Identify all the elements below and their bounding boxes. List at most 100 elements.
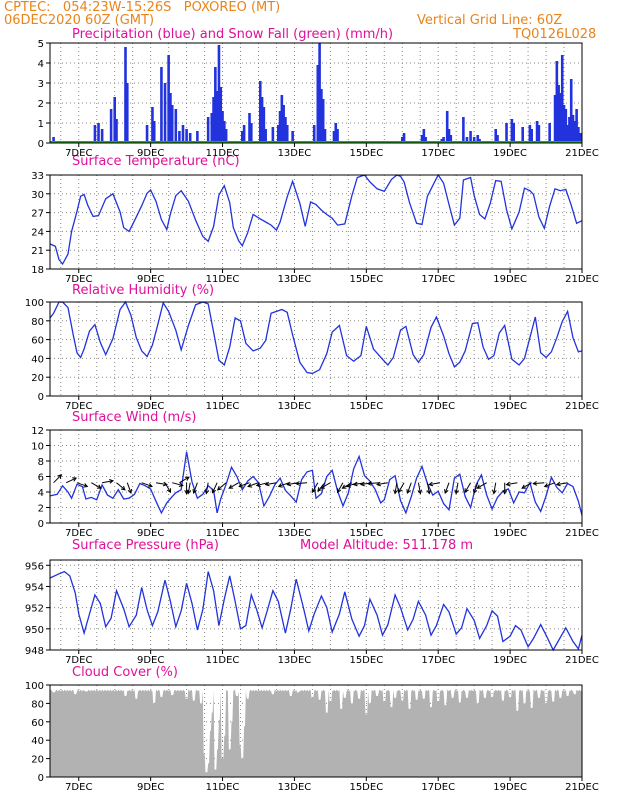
wind-arrow-head <box>204 489 210 495</box>
precip-bar <box>447 129 451 143</box>
wind-arrow <box>228 482 239 489</box>
x-tick-label: 19DEC <box>493 655 527 666</box>
x-tick-label: 15DEC <box>349 401 383 412</box>
wind-arrow <box>533 482 545 485</box>
precip-bar <box>196 131 199 143</box>
precip-bar <box>573 121 577 143</box>
y-tick-label: 4 <box>38 59 44 70</box>
wind-arrow-head <box>83 483 89 488</box>
series-line <box>49 300 583 375</box>
wind-arrow <box>417 482 421 494</box>
wind-arrow <box>76 482 88 487</box>
precip-bar <box>100 129 104 143</box>
wind-arrow <box>311 482 319 493</box>
wind-arrow-head <box>72 477 78 482</box>
precip-bar <box>52 137 55 143</box>
y-tick-label: 0 <box>38 519 44 530</box>
wind-arrow-head <box>426 489 432 495</box>
precip-bar <box>160 67 163 143</box>
x-tick-label: 17DEC <box>421 782 455 793</box>
precip-bar <box>284 117 287 143</box>
x-tick-label: 11DEC <box>206 148 240 159</box>
precip-bar <box>528 125 532 143</box>
y-tick-label: 40 <box>31 354 44 365</box>
wind-arrow-head <box>216 485 222 491</box>
wind-arrow-head <box>417 489 423 495</box>
series-line <box>49 173 583 266</box>
precip-bar <box>217 45 221 143</box>
x-tick-label: 7DEC <box>65 148 92 159</box>
pres-title: Surface Pressure (hPa) <box>72 538 219 553</box>
precip-bar <box>571 115 575 143</box>
precip-title: Precipitation (blue) and Snow Fall (gree… <box>72 27 394 42</box>
x-tick-label: 17DEC <box>421 528 455 539</box>
wind-arrow-head <box>555 481 561 487</box>
y-tick-label: 0 <box>38 139 44 150</box>
y-tick-label: 948 <box>25 646 44 657</box>
wind-arrow <box>398 482 405 493</box>
precip-bar <box>402 133 406 143</box>
wind-arrow-head <box>505 481 511 487</box>
wind-arrow-head <box>341 484 347 489</box>
y-tick-label: 80 <box>31 317 44 328</box>
precip-bar <box>336 129 339 143</box>
precip-bar <box>214 67 217 143</box>
y-tick-label: 2 <box>38 504 44 515</box>
y-tick-label: 80 <box>31 699 44 710</box>
wind-arrow-head <box>317 487 322 492</box>
y-tick-label: 100 <box>25 681 44 692</box>
wind-arrow-head <box>502 489 508 495</box>
wind-arrow <box>187 482 191 494</box>
wind-arrow-head <box>532 480 538 486</box>
wind-arrow-head <box>476 484 482 489</box>
y-tick-label: 21 <box>31 246 44 257</box>
cloud-cover-area <box>50 689 582 777</box>
precip-bar <box>169 93 172 143</box>
wind-arrow-head <box>393 489 398 495</box>
wind-arrow-head <box>359 481 365 487</box>
x-tick-label: 7DEC <box>65 274 92 285</box>
wind-arrow <box>394 482 398 494</box>
precip-bar <box>262 107 266 143</box>
x-tick-label: 17DEC <box>421 401 455 412</box>
precip-bar <box>578 133 582 143</box>
x-tick-label: 9DEC <box>137 401 164 412</box>
panel-frame <box>49 559 583 651</box>
x-tick-label: 19DEC <box>493 528 527 539</box>
precip-bar <box>249 123 253 143</box>
x-tick-label: 21DEC <box>565 401 599 412</box>
y-tick-label: 950 <box>25 625 44 636</box>
precip-bar <box>312 125 316 143</box>
precip-bar <box>113 97 117 143</box>
x-tick-label: 7DEC <box>65 655 92 666</box>
wind-arrow <box>256 482 268 487</box>
wind-arrow-head <box>543 483 549 488</box>
wind-arrow <box>205 482 209 494</box>
wind-arrow <box>179 476 190 484</box>
wind-arrow-head <box>352 481 358 487</box>
panel-frame <box>49 174 583 270</box>
wind-arrow-head <box>428 481 434 487</box>
x-tick-label: 11DEC <box>206 274 240 285</box>
x-tick-label: 19DEC <box>493 274 527 285</box>
wind-arrow <box>102 480 114 484</box>
x-tick-label: 15DEC <box>349 528 383 539</box>
y-tick-label: 12 <box>31 426 44 437</box>
y-tick-label: 20 <box>31 373 44 384</box>
wind-arrow <box>53 474 62 484</box>
precip-bar <box>206 117 210 143</box>
x-tick-label: 21DEC <box>565 148 599 159</box>
temp-title: Surface Temperature (nC) <box>72 154 240 169</box>
x-tick-label: 9DEC <box>137 148 164 159</box>
wind-arrow-head <box>264 481 270 487</box>
series-line <box>49 570 583 652</box>
wind-arrow <box>455 482 459 494</box>
y-tick-label: 10 <box>31 442 44 453</box>
wind-arrow <box>193 482 198 494</box>
y-tick-label: 5 <box>38 39 44 50</box>
precip-bar <box>181 125 185 143</box>
precip-bar <box>557 85 560 143</box>
precip-bar <box>285 125 289 143</box>
wind-arrow-head <box>211 488 216 494</box>
precip-bar <box>316 65 320 143</box>
